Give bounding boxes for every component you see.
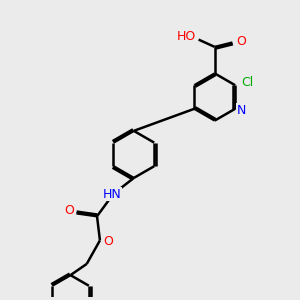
Text: O: O [236,34,246,48]
Text: HN: HN [102,188,121,201]
Text: O: O [64,205,74,218]
Text: N: N [237,104,246,117]
Text: HO: HO [177,30,196,43]
Text: Cl: Cl [241,76,253,89]
Text: O: O [103,235,113,248]
